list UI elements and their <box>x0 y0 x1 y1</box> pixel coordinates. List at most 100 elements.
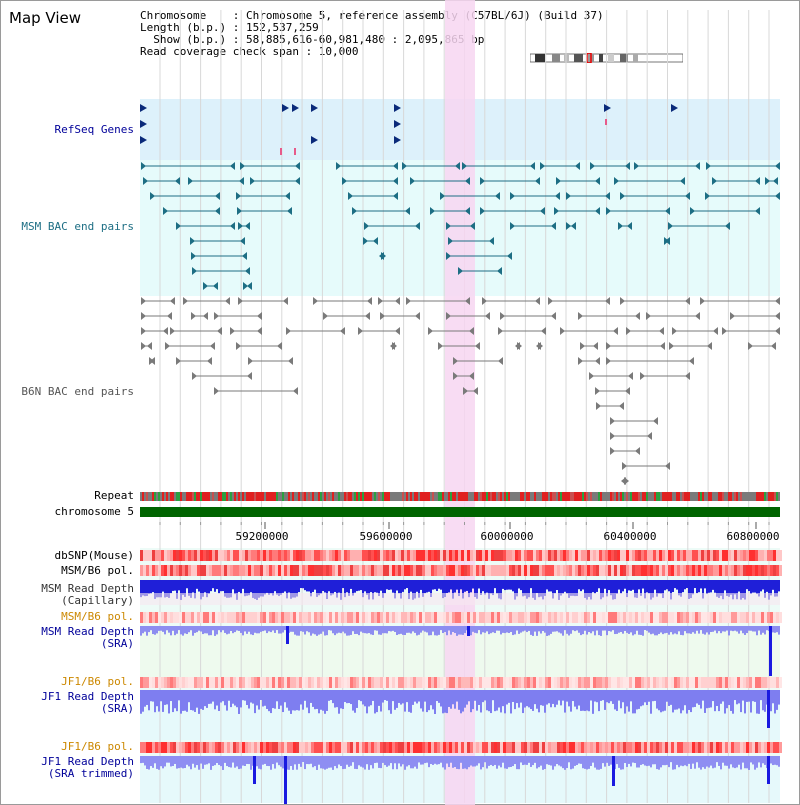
dbsnp-cell <box>584 550 587 561</box>
jf1-b6-pol-2-cell <box>449 742 452 753</box>
track-label-jf1-b6-pol[interactable]: JF1/B6 pol. <box>61 675 134 688</box>
jf1-sra-depth-bar <box>216 690 218 706</box>
track-label-msm-read-depth-sra[interactable]: MSM Read Depth (SRA) <box>41 625 134 650</box>
msm-b6-pol-cell <box>242 565 245 576</box>
jf1-trimmed-depth-bar <box>674 756 676 770</box>
jf1-trimmed-depth-bar <box>450 756 452 763</box>
jf1-b6-pol-cell <box>521 677 524 688</box>
msm-b6-pol-cell <box>677 565 680 576</box>
msm-b6-pol-2-cell <box>626 612 629 623</box>
msm-capillary-depth-bar <box>566 580 568 594</box>
msm-capillary-depth-bar <box>352 580 354 596</box>
dbsnp-cell <box>557 550 560 561</box>
msm-sra-depth-bar <box>202 626 204 635</box>
msm-capillary-depth-bar <box>446 580 448 594</box>
jf1-sra-depth-bar <box>364 690 366 707</box>
track-label-chromosome[interactable]: chromosome 5 <box>54 505 134 518</box>
track-label-jf1-read-depth-trimmed[interactable]: JF1 Read Depth (SRA trimmed) <box>41 755 134 780</box>
msm-sra-depth-bar <box>632 626 634 636</box>
jf1-b6-pol-cell <box>320 677 323 688</box>
msm-b6-pol-cell <box>728 565 731 576</box>
msm-capillary-depth-bar <box>186 580 188 589</box>
track-label-refseq[interactable]: RefSeq Genes <box>54 123 134 136</box>
msm-b6-pol-2-cell <box>401 612 404 623</box>
jf1-trimmed-depth-bar <box>672 756 674 770</box>
jf1-sra-depth-bar <box>458 690 460 710</box>
track-label-msm-b6-pol[interactable]: MSM/B6 pol. <box>61 564 134 577</box>
dbsnp-cell <box>767 550 770 561</box>
repeat-block <box>210 492 212 501</box>
msm-b6-pol-cell <box>587 565 590 576</box>
msm-capillary-depth-bar <box>392 580 394 593</box>
jf1-sra-depth-bar <box>480 690 482 713</box>
repeat-block <box>480 492 482 501</box>
msm-sra-depth-bar <box>194 626 196 633</box>
dbsnp-cell <box>230 550 233 561</box>
b6n-bac-pair-end <box>214 312 219 320</box>
jf1-sra-depth-bar <box>206 690 208 708</box>
jf1-sra-depth-bar <box>430 690 432 706</box>
track-label-b6n-bac[interactable]: B6N BAC end pairs <box>21 385 134 398</box>
msm-sra-depth-bar <box>168 626 170 633</box>
dbsnp-cell <box>470 550 473 561</box>
msm-capillary-depth-bar <box>466 580 468 591</box>
jf1-sra-depth-bar <box>598 690 600 712</box>
msm-sra-depth-bar <box>602 626 604 631</box>
jf1-b6-pol-2-cell <box>761 742 764 753</box>
msm-b6-pol-2-cell <box>251 612 254 623</box>
track-label-msm-read-depth-capillary[interactable]: MSM Read Depth (Capillary) <box>41 582 134 607</box>
msm-sra-depth-bar <box>300 626 302 632</box>
msm-capillary-depth-bar <box>162 580 164 592</box>
msm-b6-pol-cell <box>428 565 431 576</box>
track-label-msm-b6-pol-2[interactable]: MSM/B6 pol. <box>61 610 134 623</box>
msm-sra-depth-bar <box>586 626 588 635</box>
gene-tick <box>605 119 607 125</box>
msm-b6-pol-cell <box>233 565 236 576</box>
repeat-block <box>162 492 164 501</box>
msm-capillary-depth-bar <box>632 580 634 590</box>
msm-capillary-depth-bar <box>756 580 758 595</box>
jf1-b6-pol-2-cell <box>734 742 737 753</box>
jf1-sra-depth-bar <box>144 690 146 707</box>
track-label-msm-bac[interactable]: MSM BAC end pairs <box>21 220 134 233</box>
msm-b6-pol-cell <box>434 565 437 576</box>
jf1-b6-pol-cell <box>323 677 326 688</box>
jf1-sra-depth-bar <box>346 690 348 704</box>
dbsnp-cell <box>386 550 389 561</box>
jf1-b6-pol-2-cell <box>599 742 602 753</box>
repeat-block <box>310 492 312 501</box>
jf1-b6-pol-2-cell <box>233 742 236 753</box>
jf1-trimmed-depth-bar <box>550 756 552 766</box>
track-label-jf1-read-depth-sra[interactable]: JF1 Read Depth (SRA) <box>41 690 134 715</box>
jf1-b6-pol-cell <box>284 677 287 688</box>
repeat-block <box>586 492 588 501</box>
jf1-sra-depth-bar <box>764 690 766 712</box>
track-label-repeat[interactable]: Repeat <box>94 489 134 502</box>
jf1-b6-pol-2-cell <box>320 742 323 753</box>
msm-capillary-depth-bar <box>580 580 582 592</box>
jf1-sra-depth-bar <box>326 690 328 711</box>
jf1-trimmed-depth-bar <box>462 756 464 769</box>
msm-capillary-depth-bar <box>590 580 592 600</box>
msm-b6-pol-cell <box>713 565 716 576</box>
msm-b6-pol-2-cell <box>149 612 152 623</box>
msm-b6-pol-2-cell <box>245 612 248 623</box>
msm-b6-pol-cell <box>332 565 335 576</box>
jf1-b6-pol-2-cell <box>605 742 608 753</box>
jf1-sra-depth-bar <box>568 690 570 707</box>
msm-b6-pol-cell <box>584 565 587 576</box>
track-label-jf1-b6-pol-2[interactable]: JF1/B6 pol. <box>61 740 134 753</box>
msm-capillary-depth-bar <box>412 580 414 600</box>
repeat-block <box>544 492 546 501</box>
repeat-block <box>606 492 608 501</box>
repeat-block <box>762 492 764 501</box>
jf1-b6-pol-cell <box>536 677 539 688</box>
jf1-trimmed-depth-bar <box>390 756 392 764</box>
msm-sra-depth-bar <box>448 626 450 631</box>
jf1-b6-pol-cell <box>506 677 509 688</box>
jf1-b6-pol-2-cell <box>254 742 257 753</box>
jf1-trimmed-depth-bar <box>332 756 334 770</box>
track-label-dbsnp[interactable]: dbSNP(Mouse) <box>54 549 134 562</box>
jf1-sra-depth-bar <box>230 690 232 708</box>
